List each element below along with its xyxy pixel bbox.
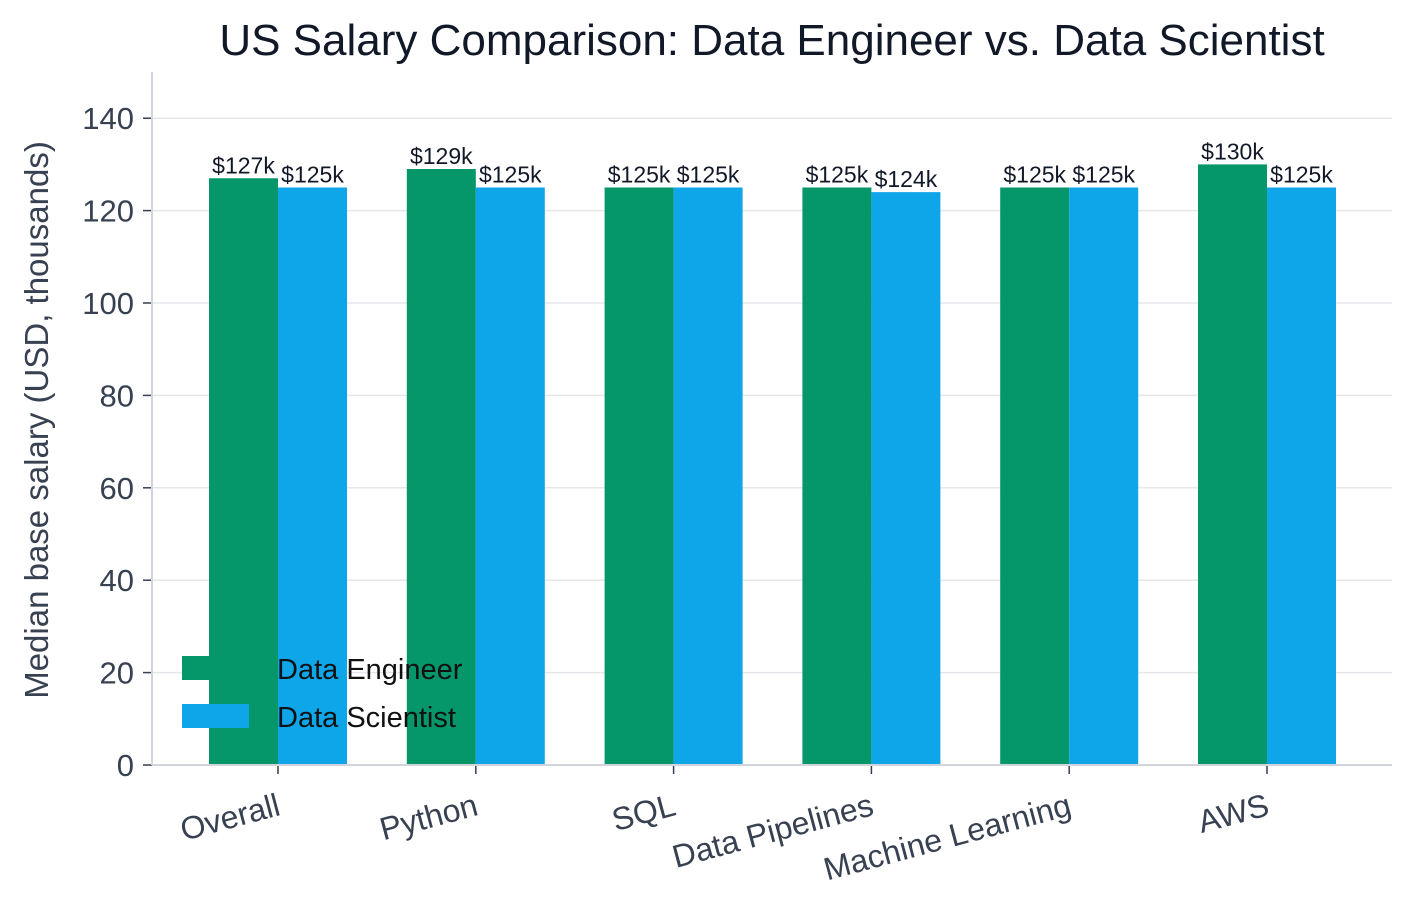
y-axis-label: Median base salary (USD, thousands) [18,141,55,699]
y-tick-label: 100 [82,286,134,321]
bar-data-scientist [1267,187,1336,765]
bar-data-engineer [1198,164,1267,765]
y-tick-label: 120 [82,194,134,229]
data-label: $125k [281,162,344,188]
y-tick-label: 40 [100,563,134,598]
bar-data-scientist [475,187,545,765]
data-label: $124k [875,166,938,192]
bar-data-engineer [802,187,872,765]
data-label: $127k [212,152,275,178]
data-labels: $127k $125k$129k$125k $125k $125k $125k $124k… [212,138,1333,192]
x-tick-label: SQL [608,787,679,838]
y-tick-label: 140 [82,101,134,136]
data-label: $125k [1003,162,1066,188]
bar-data-engineer [604,187,674,765]
y-tick-label: 0 [117,748,134,783]
x-tick-label: AWS [1194,787,1273,840]
data-label: $125k [479,162,542,188]
y-tick-label: 20 [100,656,134,691]
chart-title: US Salary Comparison: Data Engineer vs. … [219,16,1324,65]
y-tick-label: 60 [100,471,134,506]
legend-swatch [182,704,249,728]
data-label: $129k [410,143,473,169]
gridlines [152,117,1392,674]
x-tick-label: Overall [176,787,283,848]
legend-swatch [182,656,249,680]
y-tick-label: 80 [100,378,134,413]
legend: Data Engineer Data Scientist [182,654,463,734]
bar-data-engineer [1000,187,1070,765]
x-tick-label: Python [376,787,482,848]
data-label: $125k [608,162,671,188]
bar-data-scientist [278,187,347,765]
bar-data-scientist [673,187,743,765]
data-label: $125k [677,162,740,188]
data-label: $130k [1201,138,1264,164]
data-label: $125k [1072,162,1135,188]
bar-data-engineer [406,169,476,765]
bar-data-scientist [871,192,941,765]
data-label: $125k [1270,162,1333,188]
legend-label: Data Engineer [277,654,463,686]
bar-data-scientist [1069,187,1139,765]
bars [209,164,1336,765]
legend-label: Data Scientist [277,702,456,734]
data-label: $125k [806,162,869,188]
